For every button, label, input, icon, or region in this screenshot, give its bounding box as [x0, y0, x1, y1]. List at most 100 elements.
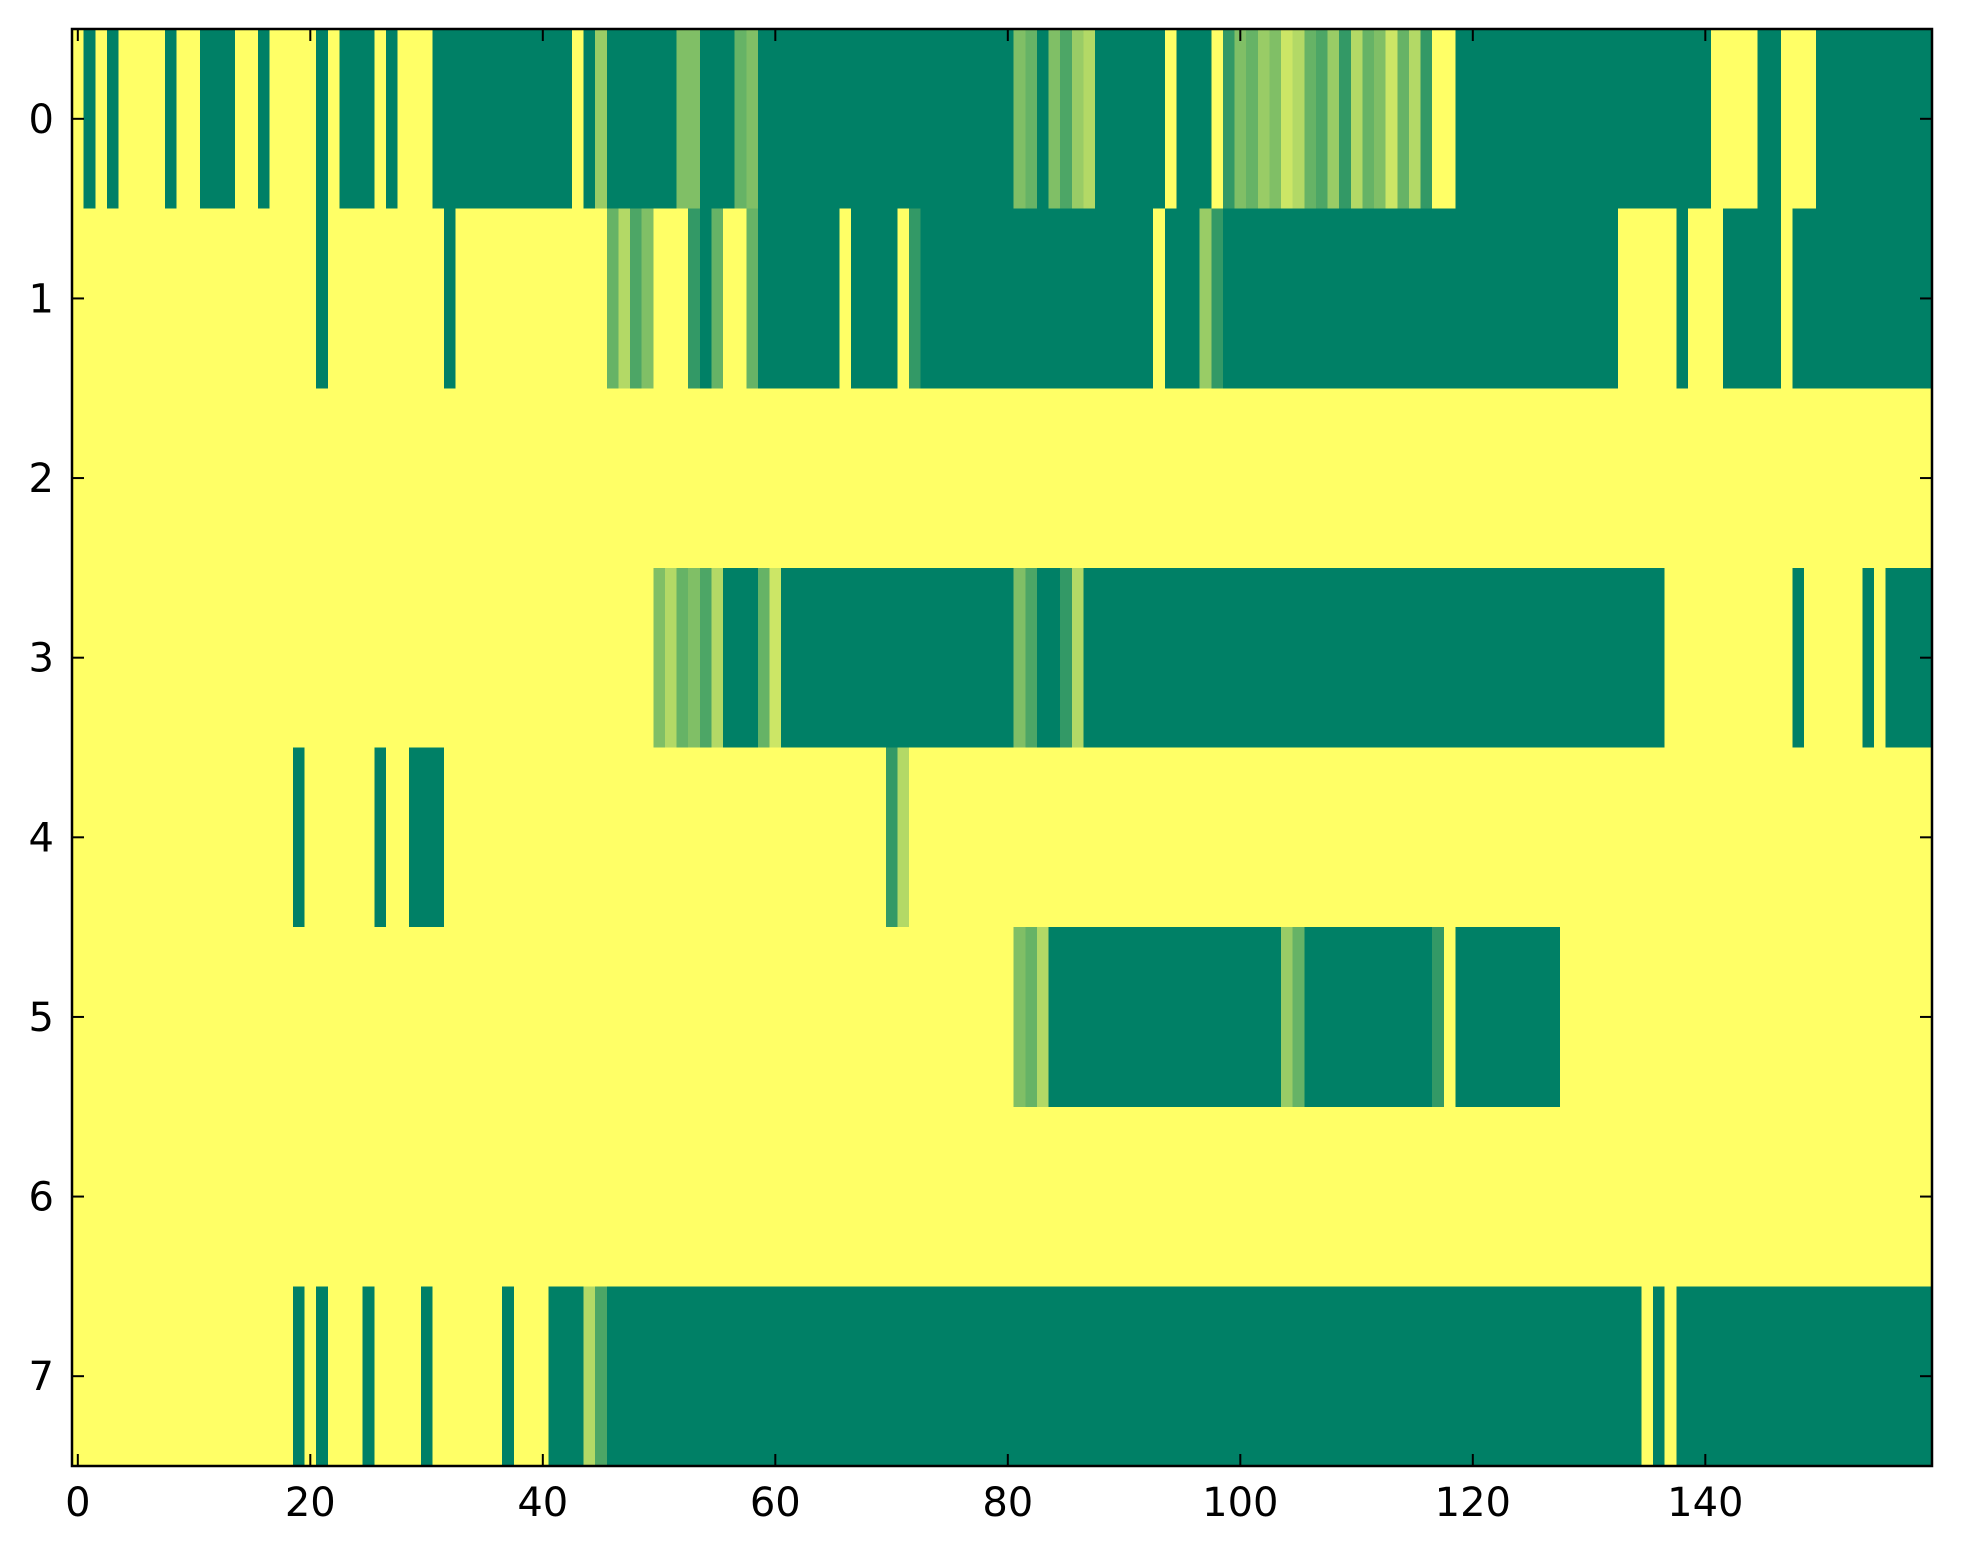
heatmap-cell — [897, 567, 910, 749]
heatmap-cell — [1536, 747, 1549, 928]
heatmap-cell — [560, 29, 573, 210]
heatmap-cell — [292, 1106, 306, 1287]
heatmap-cell — [258, 388, 271, 569]
heatmap-cell — [420, 567, 433, 749]
heatmap-cell — [1583, 388, 1596, 569]
heatmap-cell — [769, 29, 782, 210]
heatmap-cell — [1036, 208, 1050, 389]
heatmap-cell — [455, 208, 468, 389]
heatmap-cell — [1025, 208, 1038, 389]
heatmap-cell — [1118, 1106, 1131, 1287]
y-tick-label: 1 — [29, 276, 54, 322]
heatmap-cell — [1281, 927, 1294, 1108]
heatmap-cell — [1908, 29, 1921, 210]
heatmap-cell — [1083, 1286, 1096, 1467]
heatmap-cell — [165, 747, 178, 928]
heatmap-cell — [595, 1106, 608, 1287]
heatmap-cell — [885, 208, 898, 389]
heatmap-cell — [234, 388, 247, 569]
heatmap-cell — [1257, 927, 1270, 1108]
x-tick-label: 20 — [285, 1480, 336, 1526]
heatmap-cell — [95, 208, 108, 389]
heatmap-cell — [1815, 29, 1828, 210]
heatmap-cell — [1618, 208, 1631, 389]
heatmap-cell — [1036, 1286, 1050, 1467]
heatmap-cell — [537, 388, 550, 569]
heatmap-cell — [374, 29, 387, 210]
heatmap-cell — [1129, 1286, 1143, 1467]
heatmap-cell — [1780, 747, 1794, 928]
heatmap-cell — [1385, 208, 1398, 389]
heatmap-cell — [1711, 747, 1724, 928]
heatmap-cell — [188, 388, 201, 569]
heatmap-cell — [804, 208, 817, 389]
heatmap-cell — [630, 208, 643, 389]
heatmap-cell — [1618, 927, 1631, 1108]
heatmap-cell — [223, 747, 236, 928]
heatmap-cell — [1188, 567, 1201, 749]
heatmap-cell — [862, 208, 875, 389]
heatmap-cell — [153, 208, 166, 389]
heatmap-cell — [141, 1286, 154, 1467]
heatmap-cell — [1618, 567, 1631, 749]
heatmap-cell — [1490, 208, 1503, 389]
heatmap-cell — [1374, 388, 1387, 569]
heatmap-cell — [1513, 29, 1526, 210]
heatmap-cell — [571, 927, 585, 1108]
heatmap-cell — [362, 1286, 375, 1467]
heatmap-cell — [1850, 927, 1863, 1108]
heatmap-cell — [1501, 567, 1515, 749]
heatmap-cell — [1513, 1106, 1526, 1287]
heatmap-cell — [1815, 1286, 1828, 1467]
heatmap-cell — [1560, 927, 1573, 1108]
heatmap-cell — [83, 1286, 96, 1467]
heatmap-cell — [1257, 29, 1270, 210]
heatmap-cell — [1769, 567, 1782, 749]
heatmap-cell — [1571, 1106, 1584, 1287]
heatmap-cell — [258, 29, 271, 210]
heatmap-cell — [699, 1106, 712, 1287]
heatmap-cell — [699, 1286, 712, 1467]
heatmap-cell — [1222, 1106, 1236, 1287]
heatmap-cell — [618, 927, 631, 1108]
heatmap-cell — [1862, 1106, 1875, 1287]
heatmap-cell — [1304, 1106, 1317, 1287]
heatmap-cell — [885, 747, 898, 928]
heatmap-cell — [990, 1106, 1003, 1287]
heatmap-cell — [153, 1286, 166, 1467]
heatmap-cell — [1036, 567, 1050, 749]
heatmap-cell — [920, 29, 933, 210]
heatmap-cell — [1804, 927, 1817, 1108]
heatmap-cell — [897, 388, 910, 569]
heatmap-cell — [548, 927, 561, 1108]
heatmap-cell — [595, 388, 608, 569]
heatmap-cell — [641, 567, 654, 749]
heatmap-cell — [1455, 29, 1468, 210]
heatmap-cell — [1315, 567, 1329, 749]
heatmap-cell — [734, 29, 747, 210]
heatmap-cell — [595, 747, 608, 928]
heatmap-cell — [1408, 567, 1422, 749]
heatmap-cell — [525, 567, 538, 749]
heatmap-cell — [1827, 208, 1840, 389]
y-tick-label: 3 — [29, 636, 54, 682]
heatmap-cell — [409, 29, 422, 210]
heatmap-cell — [1362, 927, 1375, 1108]
heatmap-cell — [1664, 29, 1677, 210]
heatmap-cell — [1676, 567, 1689, 749]
heatmap-cell — [1571, 747, 1584, 928]
heatmap-cell — [1676, 208, 1689, 389]
heatmap-cell — [1641, 388, 1654, 569]
heatmap-cell — [943, 747, 957, 928]
heatmap-cell — [839, 567, 852, 749]
heatmap-cell — [432, 1286, 445, 1467]
heatmap-cell — [897, 1286, 910, 1467]
heatmap-cell — [1350, 388, 1363, 569]
heatmap-cell — [339, 567, 352, 749]
heatmap-cell — [606, 1286, 619, 1467]
heatmap-cell — [1315, 388, 1329, 569]
heatmap-cell — [525, 388, 538, 569]
heatmap-cell — [1687, 29, 1701, 210]
heatmap-cell — [327, 927, 340, 1108]
heatmap-cell — [816, 1106, 829, 1287]
